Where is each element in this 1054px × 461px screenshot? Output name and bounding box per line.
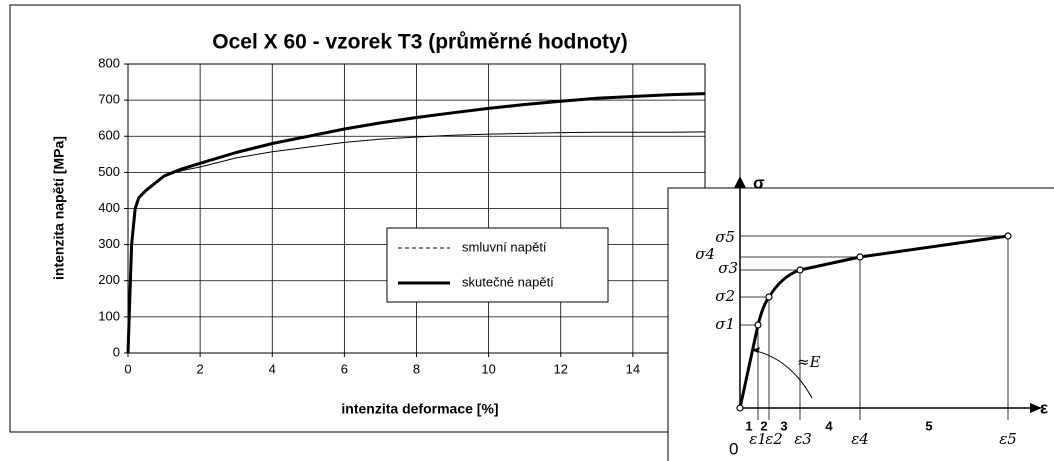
sigma-label: σ5 [715,228,735,246]
diagram: σ ε 0 ≈E σ1 σ2 σ3 σ4 σ5 ε1 ε2 ε3 ε4 ε5 1… [667,173,1054,461]
region-label: 3 [780,418,787,433]
plot: 0 100 200 300 400 500 600 700 800 0 2 4 6 8 10 12 14 [98,55,706,376]
modulus-label: ≈E [797,353,821,371]
eps-label: ε3 [794,430,812,448]
x-axis-title: ε [1040,398,1048,417]
region-label: 1 [745,418,752,433]
eps-label: ε1 [749,430,767,448]
y-tick-label: 300 [98,236,120,251]
legend: smluvní napětí skutečné napětí [386,227,609,303]
legend-label: skutečné napětí [462,274,554,289]
x-tick-label: 10 [481,361,495,376]
y-tick-label: 600 [98,128,120,143]
chart-title: Ocel X 60 - vzorek T3 (průměrné hodnoty) [212,31,627,54]
series-line [126,92,706,354]
arrow [734,176,746,188]
y-tick-label: 700 [98,92,120,107]
y-tick-label: 200 [98,272,120,287]
eps-label: ε2 [765,430,783,448]
inset-border [667,187,1054,461]
x-tick-label: 0 [124,361,131,376]
region-label: 5 [925,418,932,433]
y-tick-label: 0 [113,344,120,359]
x-tick-label: 12 [554,361,568,376]
sigma-label: σ3 [718,259,738,277]
region-label: 2 [760,418,767,433]
y-tick-label: 100 [98,308,120,323]
y-axis-title: σ [753,173,765,192]
region-label: 4 [825,418,833,433]
inset-bg [668,188,1054,461]
modulus-arc [751,349,813,399]
legend-box [386,227,609,303]
guides [740,235,1009,420]
y-axis-label: intenzita napětí [MPa] [51,136,67,280]
y-tick-label: 400 [98,200,120,215]
arrow [1030,403,1042,413]
x-tick-label: 14 [626,361,640,376]
eps-label: ε4 [851,430,869,448]
arrow [752,347,760,353]
sigma-label: σ2 [715,287,735,305]
x-tick-label: 8 [413,361,420,376]
y-tick-label: 500 [98,164,120,179]
origin-label: 0 [729,439,738,458]
sigma-label: σ4 [695,245,715,263]
x-tick-label: 2 [197,361,204,376]
legend-label: smluvní napětí [462,239,547,254]
x-axis-label: intenzita deformace [%] [341,401,498,417]
sigma-label: σ1 [715,315,735,333]
eps-label: ε5 [999,430,1017,448]
points [736,232,1012,412]
x-tick-label: 4 [269,361,276,376]
y-tick-label: 800 [98,55,120,70]
x-tick-label: 6 [341,361,348,376]
